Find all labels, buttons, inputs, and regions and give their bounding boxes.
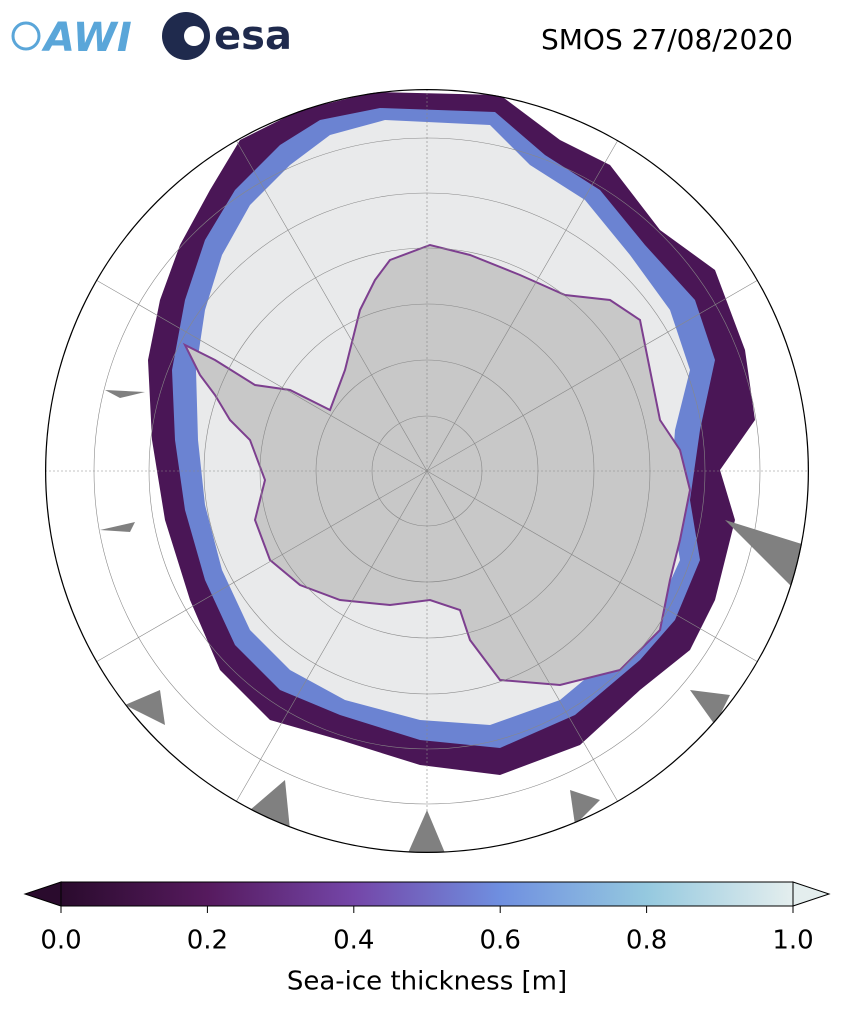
colorbar-extend-high <box>792 881 831 907</box>
land-patches <box>100 390 805 853</box>
map <box>45 89 809 853</box>
awi-icon <box>11 21 41 51</box>
map-title: SMOS 27/08/2020 <box>541 23 793 56</box>
colorbar-extend-low <box>23 881 62 907</box>
logos: AWI esa <box>11 12 292 61</box>
awi-logo: AWI <box>41 15 132 61</box>
colorbar-ramp <box>60 881 794 907</box>
graticule <box>45 89 809 853</box>
colorbar-tick-label: 0.0 <box>40 926 81 956</box>
esa-icon-inner <box>184 26 204 46</box>
colorbar-tick-label: 1.0 <box>772 926 813 956</box>
colorbar-tick-label: 0.2 <box>187 926 228 956</box>
colorbar-tick-label: 0.6 <box>480 926 521 956</box>
colorbar-tick-label: 0.8 <box>626 926 667 956</box>
esa-logo: esa <box>214 13 292 59</box>
colorbar-tick-label: 0.4 <box>333 926 374 956</box>
colorbar-label: Sea-ice thickness [m] <box>287 967 567 997</box>
colorbar: Sea-ice thickness [m] <box>23 881 831 997</box>
